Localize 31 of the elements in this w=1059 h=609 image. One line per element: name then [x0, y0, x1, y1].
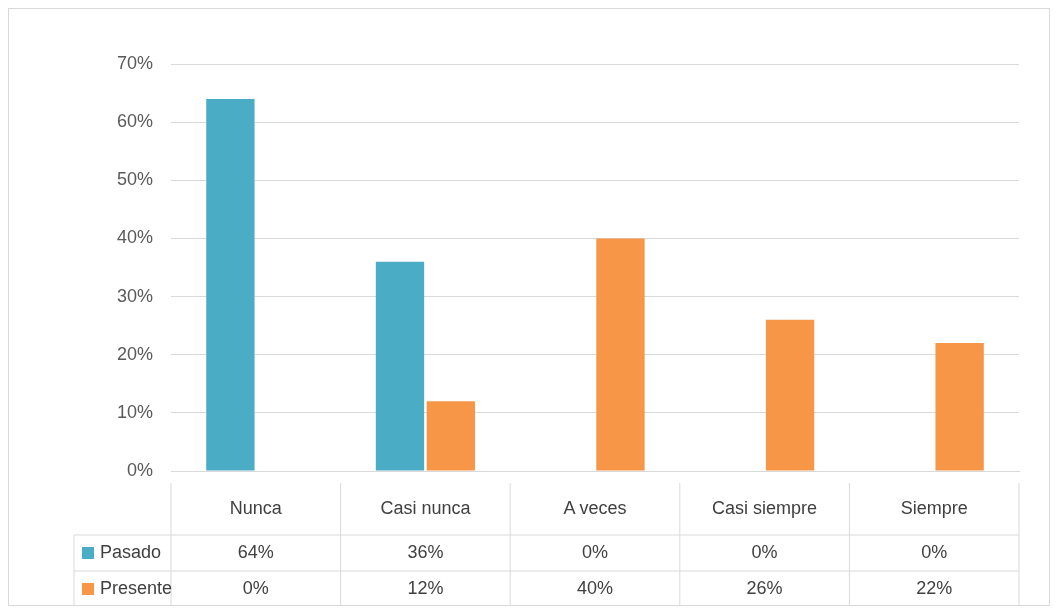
- y-tick-label: 70%: [117, 52, 154, 73]
- data-label: 0%: [751, 541, 778, 562]
- y-tick-label: 0%: [127, 459, 154, 480]
- bar: [596, 238, 645, 471]
- x-tick-label: Nunca: [229, 497, 283, 518]
- bar: [206, 98, 255, 471]
- x-tick-label: Casi nunca: [380, 497, 472, 518]
- legend-label: Pasado: [100, 541, 162, 562]
- legend-label: Presente: [100, 577, 173, 598]
- x-tick-label: Casi siempre: [712, 497, 818, 518]
- x-tick-label: A veces: [563, 497, 627, 518]
- bar: [935, 343, 984, 471]
- bar: [375, 261, 425, 471]
- y-tick-label: 40%: [117, 227, 154, 248]
- data-label: 22%: [916, 577, 953, 598]
- bar: [765, 319, 815, 471]
- y-tick-label: 60%: [117, 111, 154, 132]
- data-label: 12%: [407, 577, 444, 598]
- data-label: 26%: [746, 577, 783, 598]
- data-label: 0%: [582, 541, 609, 562]
- data-label: 0%: [242, 577, 269, 598]
- data-label: 40%: [577, 577, 614, 598]
- data-label: 0%: [921, 541, 948, 562]
- y-tick-label: 30%: [117, 285, 154, 306]
- data-label: 64%: [237, 541, 274, 562]
- bar: [426, 401, 476, 471]
- x-tick-label: Siempre: [900, 497, 968, 518]
- y-tick-label: 50%: [117, 169, 154, 190]
- y-tick-label: 20%: [117, 343, 154, 364]
- y-tick-label: 10%: [117, 401, 154, 422]
- data-label: 36%: [407, 541, 444, 562]
